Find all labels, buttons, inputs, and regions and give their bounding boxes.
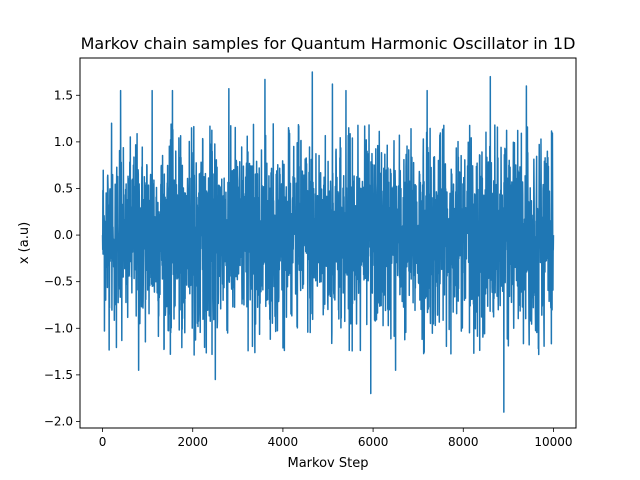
plot-area bbox=[79, 57, 577, 429]
y-tick-label: 1.0 bbox=[54, 135, 73, 149]
y-tick-label: −1.5 bbox=[44, 368, 73, 382]
y-tick-label: 1.5 bbox=[54, 88, 73, 102]
x-tick-label: 8000 bbox=[448, 435, 479, 449]
y-axis-label: x (a.u) bbox=[17, 222, 32, 264]
x-tick-label: 4000 bbox=[268, 435, 299, 449]
y-tick-label: 0.0 bbox=[54, 228, 73, 242]
x-tick-label: 6000 bbox=[358, 435, 389, 449]
x-tick-label: 2000 bbox=[177, 435, 208, 449]
y-tick-label: −2.0 bbox=[44, 414, 73, 428]
x-axis: 0 2000 4000 6000 8000 10000 bbox=[99, 428, 573, 449]
y-tick-label: −0.5 bbox=[44, 275, 73, 289]
chart-title: Markov chain samples for Quantum Harmoni… bbox=[81, 34, 576, 53]
x-axis-label: Markov Step bbox=[288, 456, 369, 471]
x-tick-label: 10000 bbox=[534, 435, 572, 449]
y-tick-label: −1.0 bbox=[44, 321, 73, 335]
axes-frame bbox=[79, 57, 577, 429]
series-layer bbox=[101, 71, 555, 413]
y-axis: −2.0 −1.5 −1.0 −0.5 0.0 0.5 1.0 1.5 bbox=[44, 88, 80, 428]
x-tick-label: 0 bbox=[99, 435, 107, 449]
series-line bbox=[101, 71, 555, 413]
y-tick-label: 0.5 bbox=[54, 181, 73, 195]
